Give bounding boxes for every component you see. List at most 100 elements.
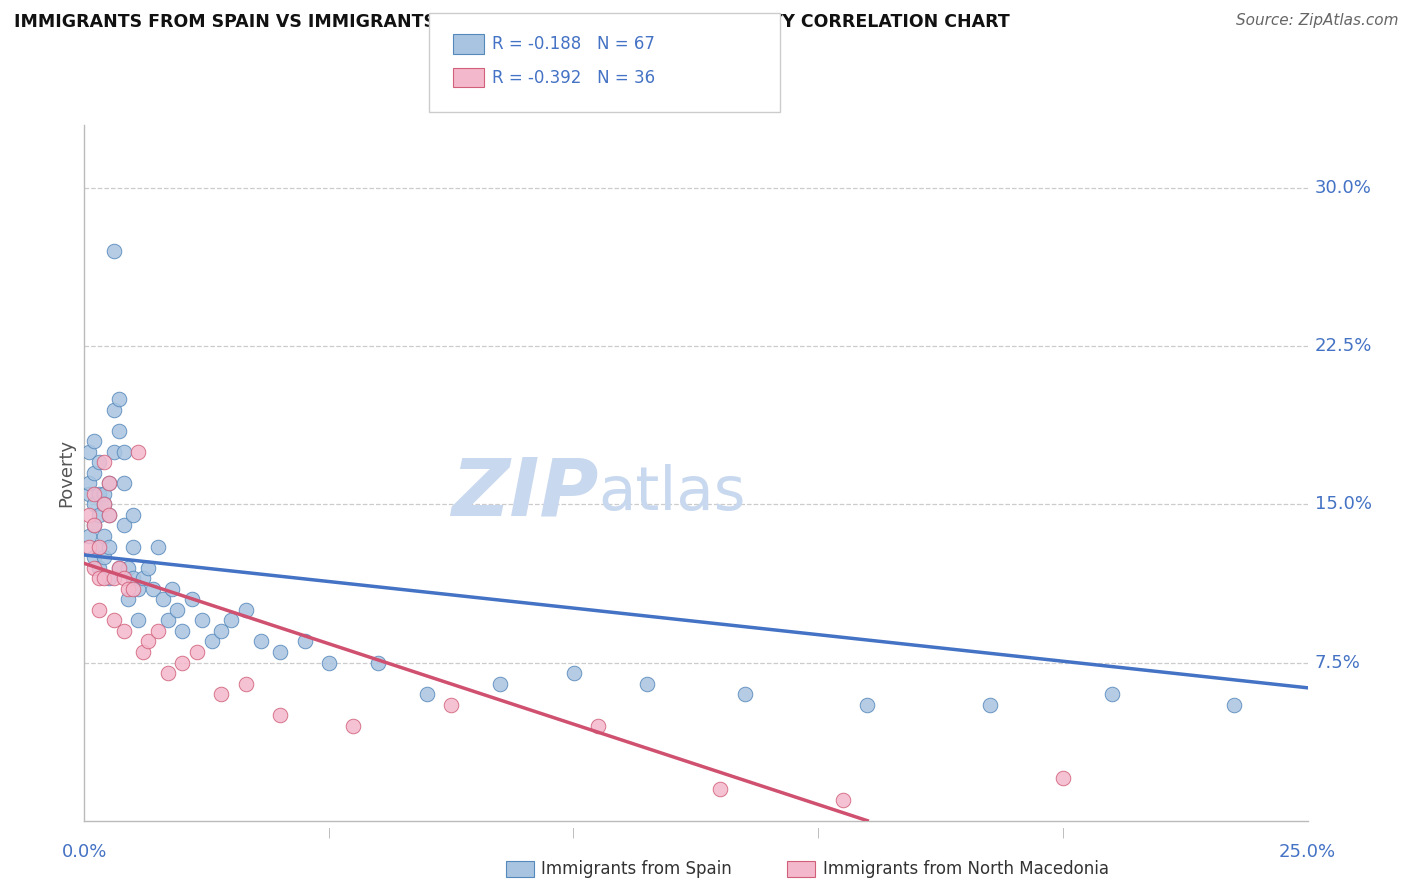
- Point: [219, 613, 242, 627]
- Point: [200, 634, 222, 648]
- Point: [103, 613, 125, 627]
- Point: [93, 571, 115, 585]
- Text: Immigrants from Spain: Immigrants from Spain: [541, 860, 733, 878]
- Point: [122, 571, 145, 585]
- Point: [97, 571, 120, 585]
- Point: [87, 540, 110, 554]
- Point: [83, 518, 105, 533]
- Point: [93, 455, 115, 469]
- Point: [856, 698, 879, 712]
- Point: [146, 624, 169, 638]
- Point: [93, 487, 115, 501]
- Point: [831, 792, 853, 806]
- Point: [83, 550, 105, 565]
- Point: [77, 476, 100, 491]
- Point: [127, 444, 149, 458]
- Text: |: |: [572, 828, 575, 838]
- Point: [83, 466, 105, 480]
- Point: [132, 645, 155, 659]
- Point: [83, 497, 105, 511]
- Point: [107, 560, 129, 574]
- Text: Source: ZipAtlas.com: Source: ZipAtlas.com: [1236, 13, 1399, 29]
- Point: [136, 634, 159, 648]
- Text: IMMIGRANTS FROM SPAIN VS IMMIGRANTS FROM NORTH MACEDONIA POVERTY CORRELATION CHA: IMMIGRANTS FROM SPAIN VS IMMIGRANTS FROM…: [14, 13, 1010, 31]
- Point: [97, 476, 120, 491]
- Point: [235, 676, 257, 690]
- Text: |: |: [328, 828, 330, 838]
- Point: [97, 508, 120, 522]
- Point: [87, 508, 110, 522]
- Point: [93, 529, 115, 543]
- Point: [107, 560, 129, 574]
- Point: [117, 582, 139, 596]
- Text: R = -0.188   N = 67: R = -0.188 N = 67: [492, 35, 655, 53]
- Text: 15.0%: 15.0%: [1315, 495, 1372, 514]
- Point: [269, 645, 291, 659]
- Point: [166, 603, 188, 617]
- Point: [77, 444, 100, 458]
- Point: [87, 487, 110, 501]
- Point: [112, 624, 135, 638]
- Point: [83, 560, 105, 574]
- Text: R = -0.392   N = 36: R = -0.392 N = 36: [492, 69, 655, 87]
- Point: [112, 571, 135, 585]
- Point: [87, 455, 110, 469]
- Point: [87, 603, 110, 617]
- Point: [1223, 698, 1246, 712]
- Point: [127, 613, 149, 627]
- Point: [112, 444, 135, 458]
- Point: [87, 540, 110, 554]
- Text: |: |: [1062, 828, 1064, 838]
- Text: 25.0%: 25.0%: [1279, 843, 1336, 861]
- Point: [87, 571, 110, 585]
- Point: [152, 592, 174, 607]
- Point: [235, 603, 257, 617]
- Point: [342, 719, 364, 733]
- Point: [122, 540, 145, 554]
- Point: [209, 624, 232, 638]
- Point: [294, 634, 316, 648]
- Point: [709, 782, 731, 797]
- Point: [367, 656, 389, 670]
- Point: [132, 571, 155, 585]
- Point: [112, 518, 135, 533]
- Point: [172, 656, 194, 670]
- Point: [107, 424, 129, 438]
- Point: [440, 698, 463, 712]
- Text: Immigrants from North Macedonia: Immigrants from North Macedonia: [823, 860, 1108, 878]
- Point: [107, 392, 129, 406]
- Point: [191, 613, 214, 627]
- Point: [586, 719, 609, 733]
- Point: [489, 676, 512, 690]
- Point: [122, 508, 145, 522]
- Point: [83, 487, 105, 501]
- Point: [172, 624, 194, 638]
- Point: [77, 487, 100, 501]
- Text: 22.5%: 22.5%: [1315, 337, 1372, 355]
- Point: [97, 540, 120, 554]
- Point: [103, 402, 125, 417]
- Point: [77, 529, 100, 543]
- Point: [269, 708, 291, 723]
- Point: [77, 508, 100, 522]
- Point: [83, 434, 105, 449]
- Text: atlas: atlas: [598, 464, 745, 523]
- Point: [117, 560, 139, 574]
- Text: ZIP: ZIP: [451, 455, 598, 533]
- Point: [103, 244, 125, 259]
- Point: [181, 592, 204, 607]
- Point: [93, 497, 115, 511]
- Point: [562, 666, 585, 681]
- Point: [103, 571, 125, 585]
- Text: 30.0%: 30.0%: [1315, 179, 1371, 197]
- Point: [209, 687, 232, 701]
- Point: [136, 560, 159, 574]
- Point: [93, 550, 115, 565]
- Point: [318, 656, 340, 670]
- Point: [734, 687, 756, 701]
- Point: [162, 582, 184, 596]
- Point: [93, 497, 115, 511]
- Point: [186, 645, 208, 659]
- Point: [87, 560, 110, 574]
- Point: [77, 540, 100, 554]
